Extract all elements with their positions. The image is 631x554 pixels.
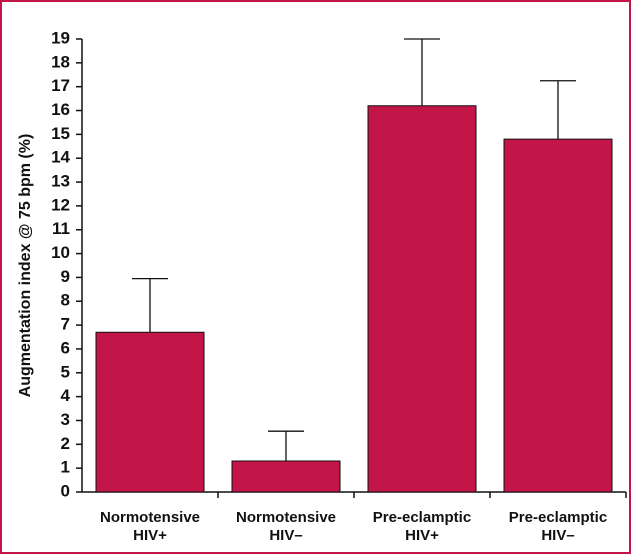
- y-tick-label: 19: [51, 28, 70, 47]
- y-tick-label: 9: [61, 267, 70, 286]
- y-tick-label: 3: [61, 410, 70, 429]
- x-tick-label: Normotensive: [236, 509, 336, 526]
- y-tick-label: 17: [51, 76, 70, 95]
- x-tick-label: HIV–: [541, 527, 574, 544]
- x-tick-label: Pre-eclamptic: [509, 509, 607, 526]
- y-tick-label: 6: [61, 338, 70, 357]
- bar: [95, 331, 205, 493]
- y-tick-label: 13: [51, 172, 70, 191]
- y-tick-label: 0: [61, 481, 70, 500]
- y-tick-label: 16: [51, 100, 70, 119]
- y-tick-label: 10: [51, 243, 70, 262]
- y-tick-label: 4: [61, 386, 71, 405]
- bar: [231, 460, 341, 493]
- bar: [503, 138, 613, 493]
- y-tick-label: 15: [51, 124, 70, 143]
- x-tick-label: HIV–: [269, 527, 302, 544]
- y-axis-title: Augmentation index @ 75 bpm (%): [17, 134, 34, 398]
- y-tick-label: 18: [51, 52, 70, 71]
- y-tick-label: 1: [61, 458, 70, 477]
- y-tick-label: 14: [51, 148, 70, 167]
- x-tick-label: HIV+: [405, 527, 439, 544]
- bar: [367, 105, 477, 493]
- y-tick-label: 12: [51, 195, 70, 214]
- x-tick-label: Pre-eclamptic: [373, 509, 471, 526]
- y-tick-label: 7: [61, 315, 70, 334]
- x-tick-label: HIV+: [133, 527, 167, 544]
- bars: [95, 105, 613, 493]
- y-tick-label: 2: [61, 434, 70, 453]
- error-bars: [132, 38, 576, 462]
- x-tick-labels: NormotensiveHIV+NormotensiveHIV–Pre-ecla…: [100, 492, 627, 544]
- y-tick-label: 8: [61, 291, 70, 310]
- x-tick-label: Normotensive: [100, 509, 200, 526]
- y-tick-label: 5: [61, 362, 70, 381]
- y-tick-label: 11: [52, 219, 70, 238]
